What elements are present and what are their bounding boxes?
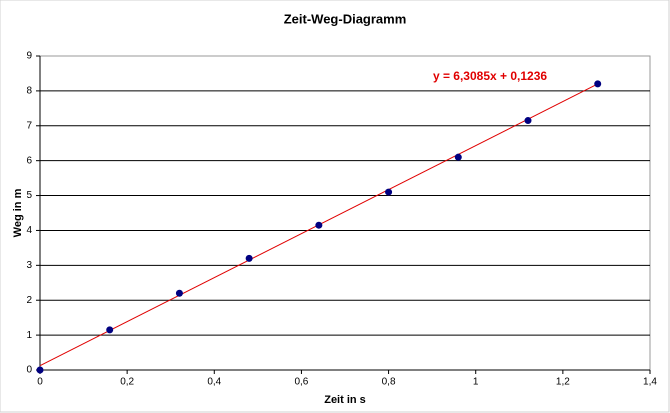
y-tick-label: 2	[26, 295, 32, 306]
x-axis-label: Zeit in s	[324, 394, 366, 406]
data-point	[245, 254, 253, 262]
y-tick-label: 7	[26, 120, 32, 131]
data-point	[594, 80, 602, 88]
data-point	[175, 289, 183, 297]
data-point	[315, 221, 323, 229]
trendline-equation: y = 6,3085x + 0,1236	[433, 69, 547, 83]
x-tick-label: 0,4	[207, 377, 221, 388]
y-tick-label: 9	[26, 51, 32, 62]
y-tick-label: 5	[26, 190, 32, 201]
x-tick-label: 0,2	[120, 377, 134, 388]
x-tick-label: 1	[473, 377, 479, 388]
y-tick-label: 6	[26, 155, 32, 166]
data-point	[385, 188, 393, 196]
y-tick-label: 4	[26, 225, 32, 236]
x-tick-label: 1,2	[556, 377, 570, 388]
y-tick-label: 0	[26, 365, 32, 376]
plot-area	[39, 55, 651, 371]
y-tick-label: 1	[26, 330, 32, 341]
x-tick-label: 0	[37, 377, 43, 388]
data-point	[106, 326, 114, 334]
chart-title: Zeit-Weg-Diagramm	[284, 11, 407, 26]
x-tick-label: 1,4	[643, 377, 657, 388]
y-tick-label: 3	[26, 260, 32, 271]
y-tick-label: 8	[26, 86, 32, 97]
data-point	[524, 117, 532, 125]
y-axis-label: Weg in m	[12, 188, 24, 237]
x-tick-label: 0,8	[382, 377, 396, 388]
data-point	[454, 153, 462, 161]
data-point	[36, 366, 44, 374]
x-tick-label: 0,6	[294, 377, 308, 388]
